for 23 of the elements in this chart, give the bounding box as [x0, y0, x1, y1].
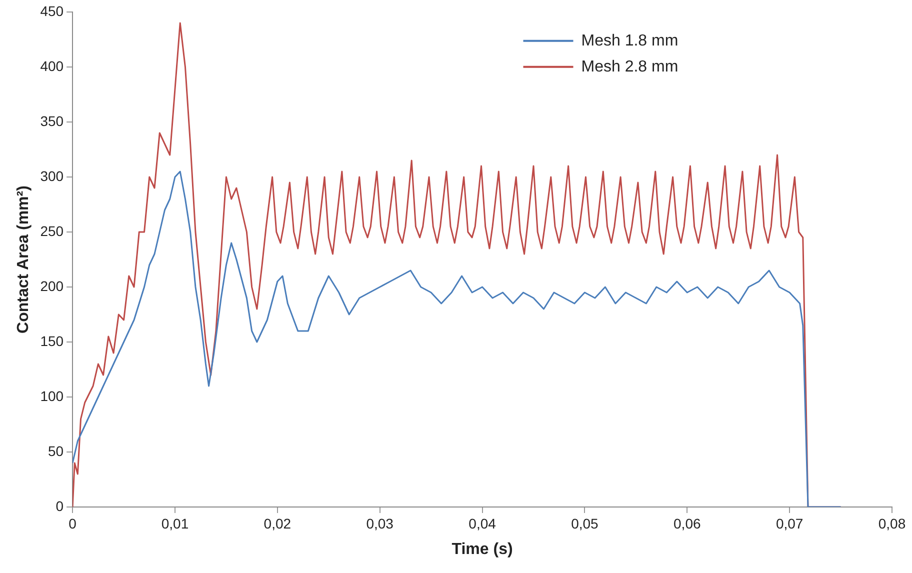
x-tick-label: 0,05 [571, 515, 599, 532]
y-axis-title: Contact Area (mm²) [15, 186, 32, 334]
y-tick-label: 350 [40, 112, 64, 129]
x-tick-label: 0,06 [674, 515, 701, 532]
x-tick-label: 0,07 [776, 515, 804, 532]
x-tick-label: 0,01 [161, 515, 189, 532]
y-tick-label: 150 [40, 332, 64, 349]
x-tick-label: 0,08 [878, 515, 906, 532]
y-tick-label: 400 [40, 58, 64, 74]
legend-label: Mesh 2.8 mm [581, 58, 678, 76]
x-tick-label: 0 [68, 515, 77, 532]
y-tick-label: 300 [40, 168, 64, 184]
y-tick-label: 200 [40, 278, 64, 294]
y-tick-label: 250 [40, 222, 64, 239]
y-tick-label: 0 [56, 498, 64, 514]
x-tick-label: 0,02 [264, 515, 292, 532]
x-tick-label: 0,04 [468, 515, 496, 532]
y-tick-label: 100 [40, 388, 64, 404]
y-tick-label: 450 [40, 2, 64, 19]
x-tick-label: 0,03 [366, 515, 394, 532]
legend-label: Mesh 1.8 mm [581, 32, 678, 50]
x-axis-title: Time (s) [452, 540, 513, 558]
y-tick-label: 50 [48, 442, 64, 459]
